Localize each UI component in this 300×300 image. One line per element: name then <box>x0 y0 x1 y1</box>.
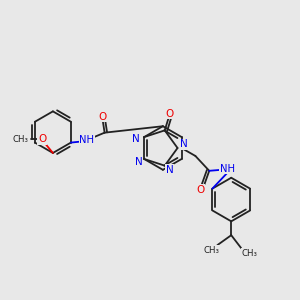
Text: N: N <box>135 157 143 167</box>
Text: NH: NH <box>220 164 235 174</box>
Text: O: O <box>98 112 107 122</box>
Text: O: O <box>196 184 205 195</box>
Text: N: N <box>180 139 188 149</box>
Text: CH₃: CH₃ <box>12 135 28 144</box>
Text: N: N <box>166 165 174 175</box>
Text: CH₃: CH₃ <box>203 246 219 255</box>
Text: O: O <box>166 109 174 118</box>
Text: NH: NH <box>79 135 94 145</box>
Text: N: N <box>132 134 140 144</box>
Text: O: O <box>38 134 46 144</box>
Text: CH₃: CH₃ <box>241 248 257 257</box>
